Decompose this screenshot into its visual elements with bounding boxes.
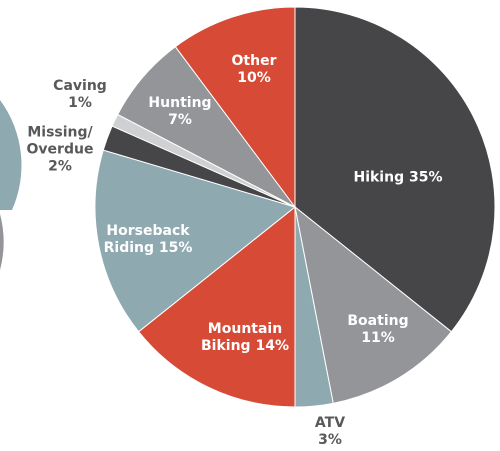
value-label: 7% bbox=[168, 112, 192, 128]
slice-label: Horseback Riding 15% bbox=[103, 223, 193, 257]
slice-label: Mountain Biking 14% bbox=[195, 321, 295, 355]
pie-slice bbox=[94, 149, 297, 333]
value-label: 11% bbox=[361, 330, 395, 346]
category-label: Caving bbox=[53, 78, 107, 94]
category-label: Horseback Riding bbox=[103, 223, 190, 256]
value-label: 10% bbox=[237, 70, 271, 86]
slice-label: Hiking 35% bbox=[338, 170, 458, 187]
slice-label: Missing/ Overdue 2% bbox=[20, 125, 100, 176]
category-label: Mountain Biking bbox=[201, 321, 283, 354]
value-label: 2% bbox=[48, 158, 72, 175]
slice-label: Caving 1% bbox=[50, 78, 110, 112]
neighbor-chart-edge bbox=[0, 214, 4, 270]
value-label: 15% bbox=[158, 240, 193, 256]
category-label: Hiking bbox=[353, 169, 405, 186]
slice-label: Boating 11% bbox=[343, 313, 413, 347]
value-label: 1% bbox=[68, 95, 92, 111]
slice-label: Other 10% bbox=[229, 53, 279, 87]
slice-label: Hunting 7% bbox=[145, 95, 215, 129]
category-label: Hunting bbox=[148, 95, 212, 111]
neighbor-chart-edge bbox=[0, 100, 22, 210]
pie-slice bbox=[294, 205, 453, 404]
category-label: Other bbox=[231, 53, 277, 69]
pie-slice bbox=[294, 6, 496, 333]
slice-label: ATV 3% bbox=[310, 415, 350, 449]
category-label: ATV bbox=[314, 415, 346, 431]
pie-slice bbox=[137, 205, 296, 408]
category-label: Boating bbox=[347, 313, 409, 329]
value-label: 35% bbox=[408, 169, 443, 186]
value-label: 14% bbox=[255, 338, 289, 354]
category-label: Missing/ Overdue bbox=[26, 124, 94, 158]
pie-slice bbox=[174, 6, 296, 209]
value-label: 3% bbox=[318, 432, 342, 448]
